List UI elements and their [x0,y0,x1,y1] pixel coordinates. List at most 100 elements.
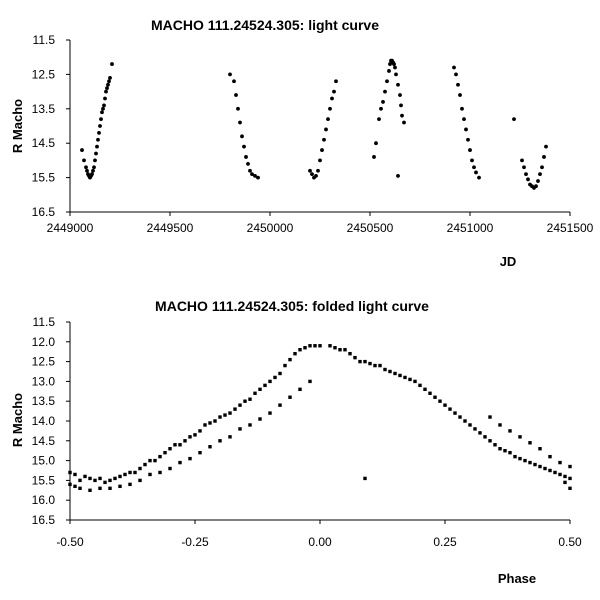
data-point [408,377,412,382]
data-point [256,175,260,180]
data-point [73,484,77,489]
data-point [483,435,487,439]
data-point [394,72,398,77]
tick-labels: -0.50 -0.25 0.00 0.25 0.50 11.5 12.0 12.5 13.0 13… [32,315,582,549]
data-point [488,439,492,443]
data-point [472,165,476,170]
data-point [80,148,84,152]
x-tick-label: -0.50 [56,535,84,549]
data-point [88,476,92,481]
data-point [536,179,540,183]
data-point [498,423,502,427]
data-point [233,407,237,411]
data-point [232,79,236,84]
data-point [288,395,292,399]
data-point [100,110,104,115]
x-tick-label: 2450500 [347,221,394,235]
data-point [460,106,464,111]
data-point [522,165,526,170]
tick-labels: 2449000 2449500 2450000 2450500 2451000 24515… [32,33,594,235]
data-point [458,415,462,419]
data-point [393,65,397,70]
data-point [240,134,244,139]
data-point [518,435,522,439]
data-point [538,464,542,469]
data-point [358,359,362,364]
data-point [248,168,252,173]
data-point [452,65,456,70]
data-point [518,456,522,461]
data-point [228,411,232,415]
data-point [253,391,257,395]
data-point [534,184,538,189]
data-point [542,155,546,159]
data-point [90,172,94,177]
data-point [512,117,516,122]
data-point [458,93,462,97]
data-point [563,474,567,479]
data-point [398,93,402,97]
data-point [454,72,458,77]
data-point [253,173,257,178]
data-point [278,371,282,376]
data-point [218,415,222,419]
data-point [213,419,217,423]
data-point [313,344,317,348]
data-point [326,117,330,122]
data-point [474,170,478,175]
data-point [104,89,108,94]
light-curve-chart: MACHO 111.24524.305: light curve R Macho… [10,17,594,269]
data-point [234,93,238,97]
y-tick-label: 13.5 [32,394,56,408]
data-point [268,411,272,415]
y-axis-label: R Macho [10,393,25,447]
y-tick-label: 12.0 [32,335,56,349]
data-point [128,470,132,475]
data-points [68,344,572,492]
data-point [97,130,101,135]
y-tick-label: 14.5 [32,136,56,150]
data-point [193,433,197,437]
data-point [198,450,202,455]
data-point [278,403,282,407]
data-point [98,486,102,491]
data-point [520,158,524,163]
data-point [399,103,403,108]
data-point [548,468,552,473]
data-point [163,450,167,455]
data-point [538,172,542,177]
data-point [466,137,470,142]
data-point [110,62,114,66]
data-point [92,165,96,170]
data-point [413,379,417,384]
data-point [403,375,407,380]
data-point [148,472,152,477]
data-point [102,103,106,108]
data-point [99,117,103,122]
data-point [540,165,544,170]
x-tick-label: 2451000 [447,221,494,235]
data-point [558,472,562,477]
data-point [93,478,97,483]
data-point [105,86,109,91]
data-point [400,113,404,118]
data-point [473,427,477,431]
data-point [553,470,557,475]
data-point [238,403,242,407]
data-point [318,344,322,348]
data-point [396,173,400,178]
data-point [318,158,322,163]
data-point [268,379,272,384]
data-point [379,106,383,111]
data-point [82,158,86,163]
data-point [258,417,262,421]
data-point [402,120,406,125]
data-point [118,484,122,489]
data-point [208,421,212,425]
data-point [338,348,342,352]
data-point [322,137,326,142]
data-point [377,117,381,122]
data-point [363,476,367,481]
y-tick-label: 14.5 [32,434,56,448]
data-point [526,177,530,182]
